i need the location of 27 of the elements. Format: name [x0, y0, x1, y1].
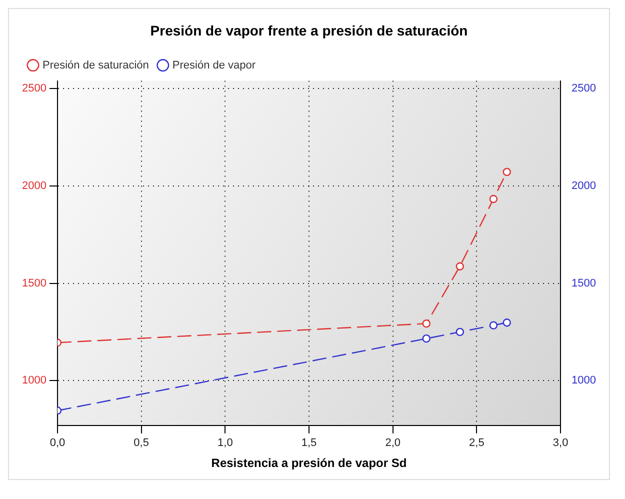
- x-tick-label: 3,0: [552, 437, 568, 450]
- x-tick-label: 2,5: [469, 437, 484, 450]
- y2-tick-label: 1000: [572, 374, 596, 387]
- x-tick-label: 1,5: [301, 437, 317, 450]
- point: [502, 168, 511, 176]
- point: [489, 321, 498, 330]
- y2-tick-label: 2500: [572, 82, 596, 95]
- point: [456, 328, 464, 336]
- chart-title: Presión de vapor frente a presión de saturación: [150, 22, 468, 38]
- y-tick-label: 2000: [22, 180, 46, 192]
- y-tick-label: 1000: [22, 374, 46, 387]
- y2-tick-label: 2000: [572, 180, 596, 192]
- y-tick-label: 1500: [22, 277, 46, 290]
- point: [422, 334, 430, 343]
- x-tick-label: 0,0: [50, 437, 66, 450]
- legend-label: Presión de saturación: [42, 59, 149, 72]
- x-tick-label: 0,5: [134, 437, 149, 450]
- y-tick-label: 2500: [22, 82, 46, 95]
- point: [456, 262, 464, 270]
- point: [489, 194, 498, 204]
- y2-tick-label: 1500: [572, 277, 596, 290]
- x-tick-label: 2,0: [385, 437, 400, 450]
- x-tick-label: 1,0: [218, 437, 233, 450]
- point: [502, 318, 511, 327]
- point: [422, 319, 430, 328]
- legend-label: Presión de vapor: [172, 59, 256, 72]
- x-axis-title: Resistencia a presión de vapor Sd: [211, 456, 407, 470]
